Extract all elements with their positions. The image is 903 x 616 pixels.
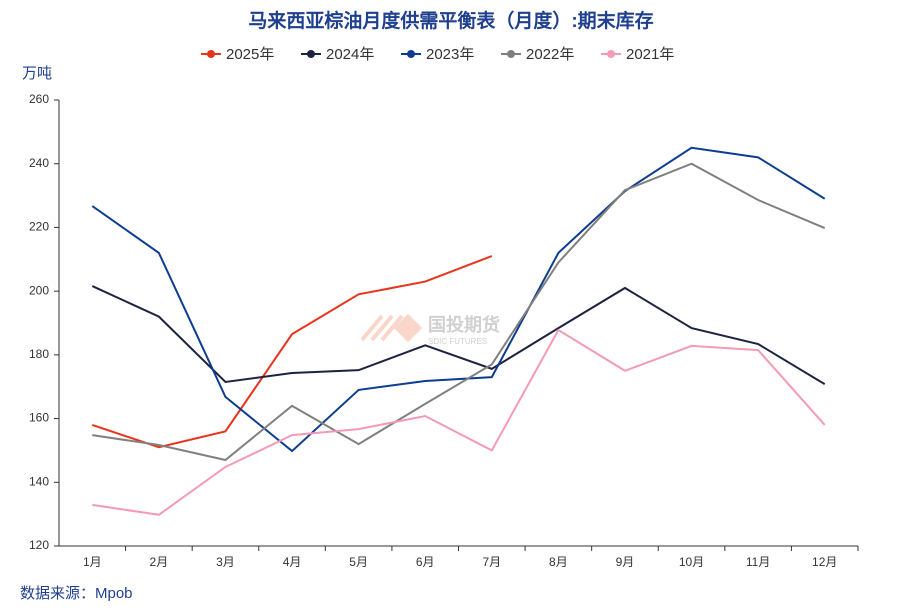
x-tick-label: 12月	[812, 555, 837, 569]
y-tick-label: 240	[29, 156, 49, 170]
legend-label: 2021年	[626, 46, 674, 63]
legend-marker	[407, 50, 415, 58]
y-tick-label: 260	[29, 92, 49, 106]
y-axis-label: 万吨	[22, 65, 52, 82]
watermark-sub: SDIC FUTURES	[428, 337, 487, 346]
x-tick-label: 2月	[150, 555, 169, 569]
series-line	[92, 162, 826, 462]
legend-label: 2023年	[426, 46, 474, 63]
series-line	[91, 285, 826, 386]
chart-title: 马来西亚棕油月度供需平衡表（月度）:期末库存	[248, 9, 653, 32]
series-line	[92, 328, 826, 516]
x-tick-label: 8月	[549, 555, 568, 569]
legend-label: 2022年	[526, 46, 574, 63]
watermark-logo	[360, 313, 423, 343]
y-tick-label: 160	[29, 411, 49, 425]
x-tick-label: 1月	[83, 555, 102, 569]
x-tick-label: 9月	[616, 555, 635, 569]
x-tick-label: 11月	[746, 555, 770, 569]
x-tick-label: 4月	[283, 555, 302, 569]
y-tick-label: 180	[29, 347, 49, 361]
legend-marker	[207, 50, 215, 58]
y-tick-label: 140	[29, 474, 49, 488]
y-tick-label: 200	[29, 283, 49, 297]
x-tick-label: 5月	[349, 555, 368, 569]
series-line	[91, 146, 826, 453]
x-tick-label: 6月	[416, 555, 435, 569]
legend-label: 2025年	[226, 46, 274, 63]
legend-marker	[307, 50, 315, 58]
legend-marker	[607, 50, 615, 58]
x-tick-label: 7月	[482, 555, 501, 569]
series-line	[91, 255, 493, 449]
y-tick-label: 220	[29, 220, 49, 234]
x-tick-label: 10月	[679, 555, 704, 569]
watermark: 国投期货	[428, 314, 500, 335]
x-tick-label: 3月	[216, 555, 235, 569]
legend-marker	[507, 50, 515, 58]
source: 数据来源：Mpob	[20, 585, 133, 602]
y-tick-label: 120	[29, 538, 49, 552]
legend-label: 2024年	[326, 46, 374, 63]
